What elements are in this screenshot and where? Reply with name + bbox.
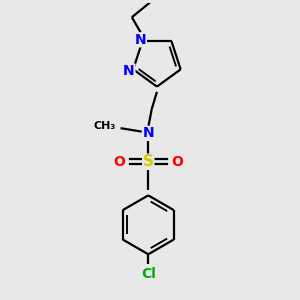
Text: O: O: [171, 155, 183, 169]
Text: CH₃: CH₃: [94, 122, 116, 131]
Text: N: N: [123, 64, 135, 78]
Text: N: N: [142, 126, 154, 140]
Text: Cl: Cl: [141, 267, 156, 281]
Text: N: N: [135, 33, 146, 47]
Text: O: O: [113, 155, 125, 169]
Text: S: S: [143, 154, 154, 169]
